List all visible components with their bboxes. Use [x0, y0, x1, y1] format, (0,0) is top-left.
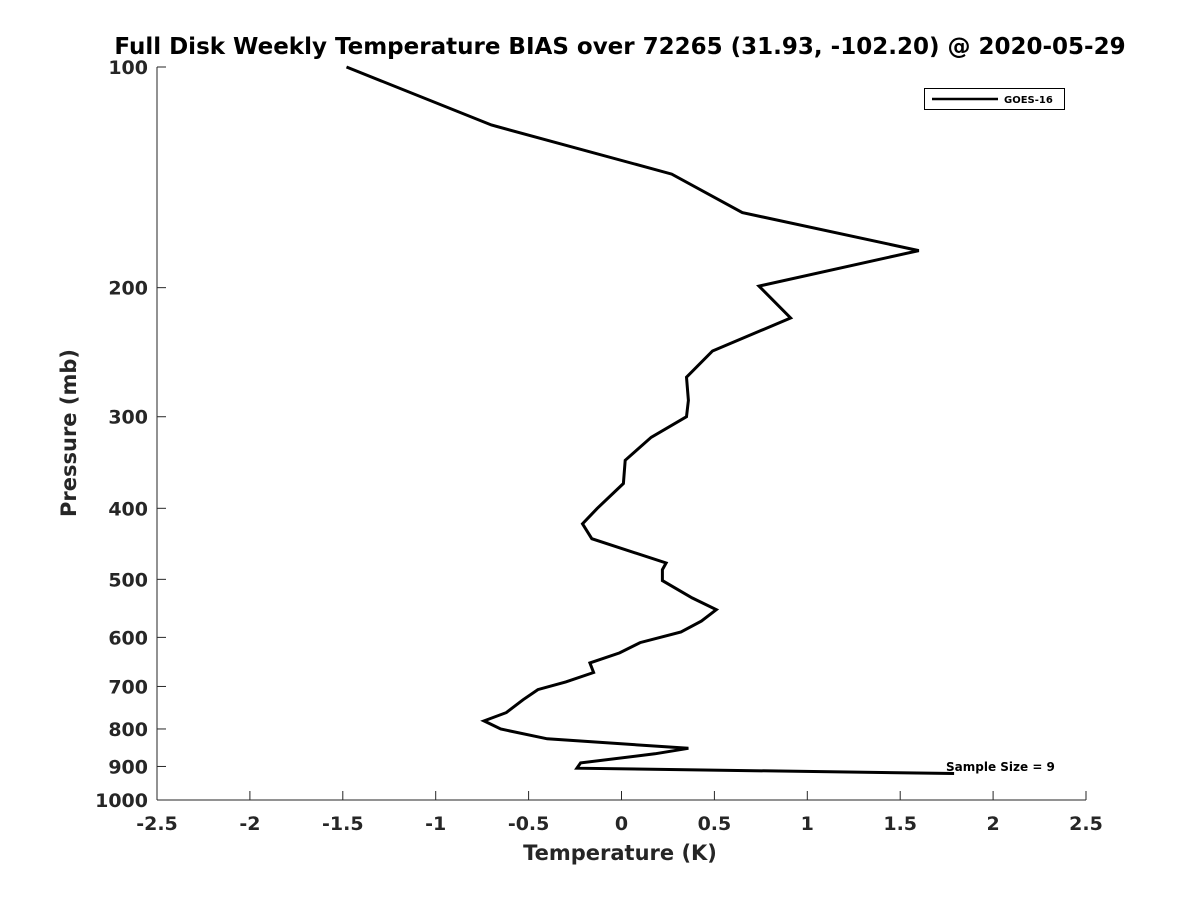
series-layer [345, 65, 955, 775]
y-axis-label: Pressure (mb) [57, 349, 81, 517]
y-tick-label: 200 [108, 278, 148, 300]
y-tick-label: 1000 [95, 790, 148, 812]
legend-entry: GOES-16 [1004, 95, 1053, 106]
y-tick-label: 700 [108, 676, 148, 698]
x-axis-label: Temperature (K) [523, 841, 717, 865]
y-tick-label: 300 [108, 407, 148, 429]
y-tick-label: 900 [108, 756, 148, 778]
ticks-layer: -2.5 -2 -1.5 -1 -0.5 0 0.5 1 1.5 2 2.5 100 200 300 400… [95, 57, 1103, 835]
y-tick-label: 400 [108, 498, 148, 520]
x-tick-label: 2.5 [1069, 813, 1103, 835]
y-tick-label: 600 [108, 627, 148, 649]
x-tick-label: 2 [986, 813, 999, 835]
y-tick-label: 100 [108, 57, 148, 79]
x-tick-label: 1 [801, 813, 814, 835]
x-tick-label: -2 [239, 813, 260, 835]
y-tick-label: 800 [108, 719, 148, 741]
x-tick-label: -1.5 [322, 813, 364, 835]
x-tick-label: 0.5 [698, 813, 732, 835]
x-tick-label: -2.5 [136, 813, 178, 835]
y-tick-label: 500 [108, 569, 148, 591]
x-tick-label: -1 [425, 813, 446, 835]
x-tick-label: -0.5 [508, 813, 550, 835]
sample-size-annotation: Sample Size = 9 [946, 760, 1055, 774]
x-tick-label: 0 [615, 813, 628, 835]
series-line [345, 65, 955, 775]
chart-title: Full Disk Weekly Temperature BIAS over 7… [114, 34, 1125, 60]
x-tick-label: 1.5 [883, 813, 917, 835]
